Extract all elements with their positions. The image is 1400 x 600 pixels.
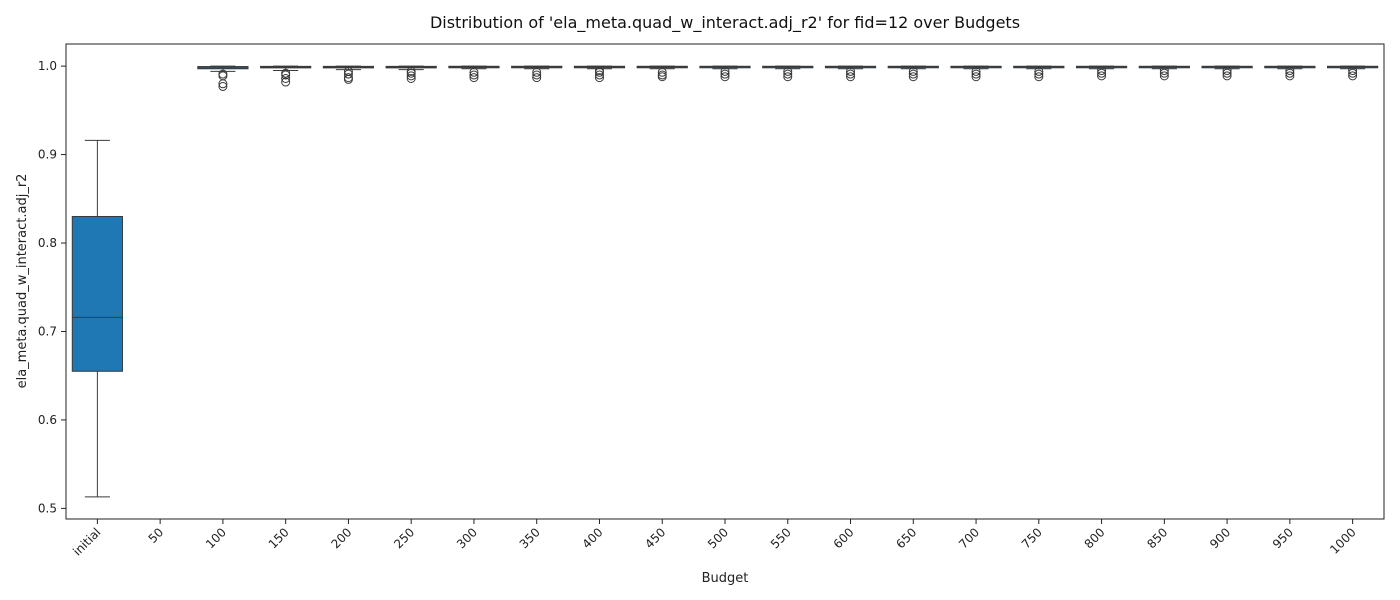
outlier-point (532, 67, 542, 77)
outlier-point (657, 67, 667, 77)
outlier-point (1222, 71, 1232, 81)
outlier-point (971, 72, 981, 82)
outlier-point (908, 69, 918, 79)
y-tick-label: 0.7 (38, 324, 57, 338)
box-950 (1264, 65, 1316, 81)
box-750 (1013, 65, 1065, 82)
outlier-point (1159, 66, 1169, 76)
box-600 (824, 65, 877, 82)
outlier-point (846, 66, 856, 76)
outlier-point (657, 70, 667, 80)
outlier-point (1034, 69, 1044, 79)
outlier-point (532, 70, 542, 80)
outlier-point (343, 69, 353, 79)
box-350 (511, 65, 563, 83)
outlier-point (406, 71, 416, 81)
plot-area (71, 65, 1379, 498)
outlier-point (720, 72, 730, 82)
outlier-point (532, 73, 542, 83)
outlier-point (1285, 68, 1295, 78)
box-150 (260, 65, 312, 87)
outlier-point (1348, 68, 1358, 78)
outlier-point (846, 69, 856, 79)
box-450 (636, 65, 688, 82)
outlier-point (1034, 72, 1044, 82)
outlier-point (1159, 68, 1169, 78)
outlier-point (720, 66, 730, 76)
outlier-point (908, 66, 918, 76)
outlier-point (1348, 66, 1358, 76)
outlier-point (1159, 71, 1169, 81)
outlier-point (846, 72, 856, 82)
y-tick-label: 0.9 (38, 148, 57, 162)
box-650 (887, 65, 939, 82)
outlier-point (281, 77, 291, 87)
outlier-point (469, 70, 479, 80)
box-200 (322, 65, 375, 84)
box-800 (1075, 65, 1128, 81)
outlier-point (469, 73, 479, 83)
y-tick-label: 1.0 (38, 59, 57, 73)
box-850 (1138, 65, 1190, 81)
outlier-point (343, 73, 353, 83)
y-axis-label: ela_meta.quad_w_interact.adj_r2 (15, 174, 30, 389)
outlier-point (1097, 66, 1107, 76)
outlier-point (281, 68, 291, 78)
outlier-point (720, 69, 730, 79)
outlier-point (1034, 66, 1044, 76)
outlier-point (908, 72, 918, 82)
box-400 (573, 65, 626, 83)
outlier-point (594, 73, 604, 83)
outlier-point (218, 69, 228, 79)
outlier-point (1222, 68, 1232, 78)
box-250 (385, 65, 437, 83)
outlier-point (594, 66, 604, 76)
chart-title: Distribution of 'ela_meta.quad_w_interac… (430, 13, 1020, 33)
outlier-point (1285, 71, 1295, 81)
outlier-point (783, 72, 793, 82)
box-1000 (1327, 65, 1379, 81)
outlier-point (218, 81, 228, 91)
outlier-point (406, 66, 416, 76)
y-tick-label: 0.6 (38, 413, 57, 427)
outlier-point (971, 69, 981, 79)
outlier-point (783, 66, 793, 76)
box-initial (71, 139, 123, 498)
outlier-point (1348, 71, 1358, 81)
y-axis: 0.5 0.6 0.7 0.8 0.9 1.0 (38, 59, 66, 515)
box-500 (699, 65, 751, 82)
outlier-point (1285, 66, 1295, 76)
box-300 (448, 65, 500, 83)
box-550 (762, 65, 814, 82)
y-tick-label: 0.8 (38, 236, 57, 250)
y-tick-label: 0.5 (38, 501, 57, 515)
box-900 (1201, 65, 1253, 81)
outlier-point (343, 66, 353, 76)
outlier-point (406, 73, 416, 83)
box-100 (197, 65, 249, 91)
outlier-point (971, 66, 981, 76)
outlier-point (1222, 66, 1232, 76)
outlier-point (594, 70, 604, 80)
outlier-point (1097, 68, 1107, 78)
outlier-point (783, 69, 793, 79)
outlier-point (1097, 71, 1107, 81)
iqr-box (71, 215, 123, 372)
box-700 (950, 65, 1002, 82)
outlier-point (469, 67, 479, 77)
x-axis-label: Budget (702, 571, 749, 586)
outlier-point (281, 73, 291, 83)
